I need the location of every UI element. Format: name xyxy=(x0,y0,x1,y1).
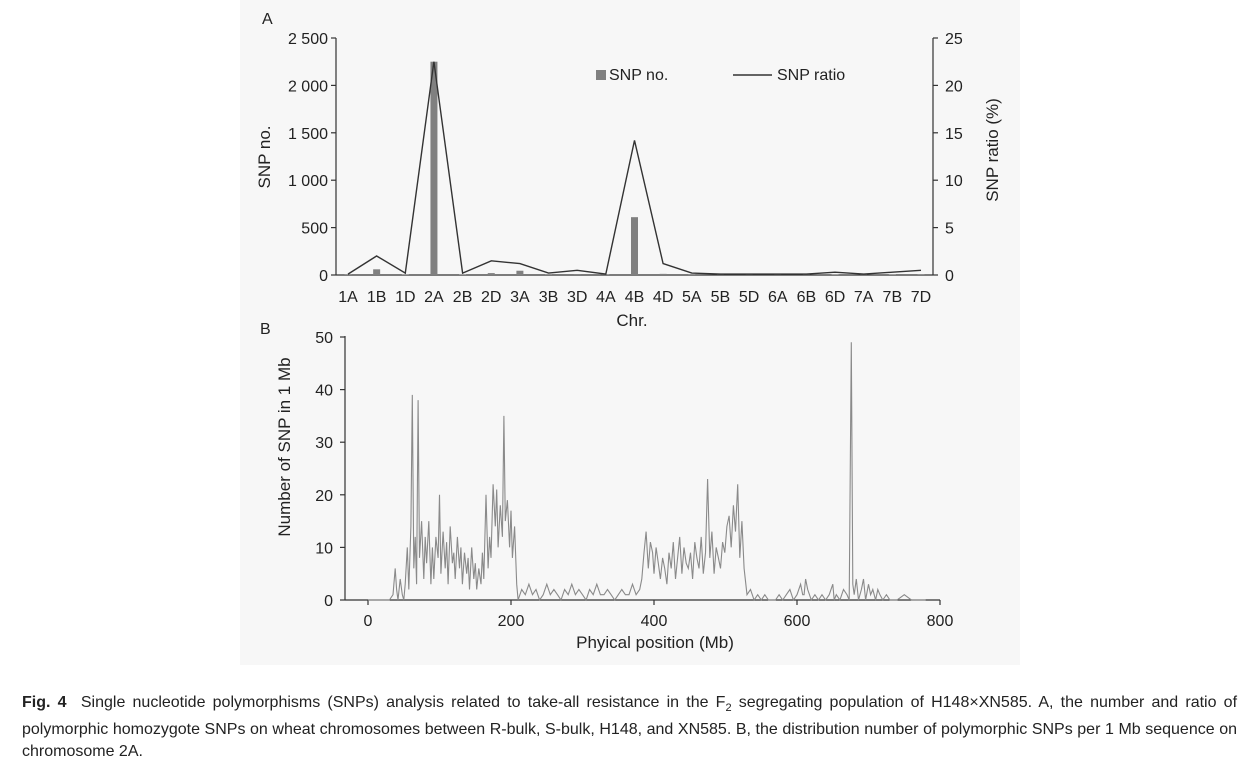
panel-b-ylabel: Number of SNP in 1 Mb xyxy=(275,357,294,536)
panel-a-x-tick-label: 7B xyxy=(883,289,903,306)
legend-line-label: SNP ratio xyxy=(777,67,845,84)
bar-3A xyxy=(516,270,524,275)
panel-a-x-tick-label: 3B xyxy=(539,289,559,306)
panel-a-x-tick-label: 1A xyxy=(338,289,358,306)
bar-3B xyxy=(545,274,553,275)
panel-a-left-tick-label: 500 xyxy=(301,221,328,238)
panel-a-x-tick-label: 7A xyxy=(854,289,874,306)
panel-b-x-tick-label: 0 xyxy=(364,613,373,630)
panel-a-left-tick-label: 2 500 xyxy=(288,31,328,48)
panel-a-x-tick-label: 6B xyxy=(797,289,817,306)
panel-b-x-ticks: 0 200 400 600 800 xyxy=(364,600,954,630)
panel-a-right-ticks: 0 5 10 15 20 25 xyxy=(933,31,963,285)
panel-a-x-ticks: 1A 1B 1D 2A 2B 2D 3A 3B 3D 4A 4B 4D 5A 5B 5D 6A 6B 6D 7A 7B… xyxy=(338,289,931,306)
panel-b-snp-line xyxy=(368,342,926,602)
legend-bar-label: SNP no. xyxy=(609,67,668,84)
bar-3D xyxy=(573,274,581,275)
bar-2A xyxy=(430,61,438,276)
figure-area xyxy=(240,0,1020,665)
panel-a-x-tick-label: 6D xyxy=(825,289,845,306)
panel-a-x-tick-label: 5D xyxy=(739,289,759,306)
legend-bar-swatch xyxy=(596,70,606,80)
panel-b-xlabel: Phyical position (Mb) xyxy=(576,633,734,652)
caption-prefix: Fig. 4 xyxy=(22,694,67,711)
panel-a-ratio-line xyxy=(347,61,922,275)
panel-a-left-tick-label: 2 000 xyxy=(288,78,328,95)
panel-b-y-tick-label: 20 xyxy=(315,488,333,505)
panel-b-letter: B xyxy=(260,321,271,338)
panel-a-x-tick-label: 2A xyxy=(424,289,444,306)
panel-a-left-tick-label: 1 000 xyxy=(288,173,328,190)
panel-a-right-tick-label: 0 xyxy=(945,268,954,285)
caption-text-1: Single nucleotide polymorphisms (SNPs) a… xyxy=(80,694,726,711)
panel-a-x-tick-label: 6A xyxy=(768,289,788,306)
panel-b-y-tick-label: 10 xyxy=(315,540,333,557)
panel-a-x-tick-label: 1B xyxy=(367,289,387,306)
panel-b: B 0 10 20 30 40 50 0 200 400 600 800 Phyical posi… xyxy=(260,321,953,652)
panel-a-letter: A xyxy=(262,11,273,28)
panel-a-left-ticks: 0 500 1 000 1 500 2 000 2 500 xyxy=(288,31,336,285)
panel-a-right-tick-label: 20 xyxy=(945,78,963,95)
panel-b-x-tick-label: 600 xyxy=(784,613,811,630)
panel-b-x-tick-label: 400 xyxy=(641,613,668,630)
panel-a-x-tick-label: 1D xyxy=(395,289,415,306)
bar-7D xyxy=(917,274,925,275)
panel-a-x-tick-label: 4D xyxy=(653,289,673,306)
panel-a-x-tick-label: 3D xyxy=(567,289,587,306)
caption-text-2: segregating population of H148×XN585. A,… xyxy=(22,694,1238,761)
bar-7B xyxy=(888,274,896,275)
panel-b-x-tick-label: 800 xyxy=(927,613,954,630)
caption-sub: 2 xyxy=(725,702,732,715)
bar-4B xyxy=(631,217,638,275)
panel-a-ylabel: SNP no. xyxy=(255,125,274,188)
panel-a-x-tick-label: 5B xyxy=(711,289,731,306)
panel-a-x-tick-label: 5A xyxy=(682,289,702,306)
bar-4D xyxy=(659,273,667,275)
bar-1B xyxy=(373,269,381,275)
panel-b-y-tick-label: 30 xyxy=(315,435,333,452)
panel-a-x-tick-label: 3A xyxy=(510,289,530,306)
panel-a-right-tick-label: 5 xyxy=(945,221,954,238)
panel-a-right-tick-label: 15 xyxy=(945,126,963,143)
panel-a-x-tick-label: 2D xyxy=(481,289,501,306)
panel-a-x-tick-label: 7D xyxy=(911,289,931,306)
panel-a-y2label: SNP ratio (%) xyxy=(983,98,1002,202)
panel-a-xlabel: Chr. xyxy=(616,311,647,330)
panel-b-y-tick-label: 50 xyxy=(315,330,333,347)
panel-a: A 0 500 1 000 1 500 2 000 2 500 0 5 10 15 20 25 1A… xyxy=(255,11,1002,330)
panel-a-right-tick-label: 10 xyxy=(945,173,963,190)
bar-2D xyxy=(487,273,495,275)
panel-a-left-tick-label: 0 xyxy=(319,268,328,285)
panel-a-left-tick-label: 1 500 xyxy=(288,126,328,143)
panel-a-bars xyxy=(344,61,925,276)
panel-a-right-tick-label: 25 xyxy=(945,31,963,48)
panel-a-x-tick-label: 2B xyxy=(453,289,473,306)
panel-b-y-tick-label: 40 xyxy=(315,383,333,400)
panel-b-y-ticks: 0 10 20 30 40 50 xyxy=(315,330,345,610)
panel-b-y-tick-label: 0 xyxy=(324,593,333,610)
figure-caption: Fig. 4 Single nucleotide polymorphisms (… xyxy=(22,692,1237,763)
panel-b-x-tick-label: 200 xyxy=(498,613,525,630)
panel-a-x-tick-label: 4B xyxy=(625,289,645,306)
panel-a-x-tick-label: 4A xyxy=(596,289,616,306)
